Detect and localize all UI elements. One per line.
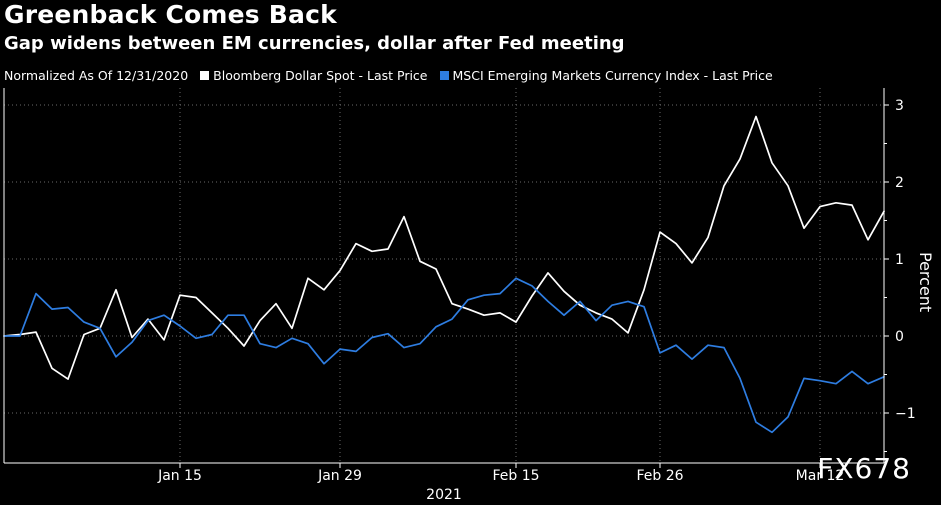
legend-label-dollar: Bloomberg Dollar Spot - Last Price: [213, 67, 428, 83]
series-line-em: [3, 277, 885, 434]
axes: [3, 88, 889, 468]
legend-swatch-dollar: [200, 70, 210, 80]
legend-item-em: MSCI Emerging Markets Currency Index - L…: [439, 67, 773, 83]
watermark: FX678: [817, 452, 911, 485]
x-year-label: 2021: [426, 487, 462, 503]
series-line-dollar: [3, 115, 885, 380]
x-tick-label: Mar 12: [796, 468, 845, 484]
series-lines: [3, 115, 885, 434]
x-tick-label: Feb 26: [636, 468, 683, 484]
legend-normalization-text: Normalized As Of 12/31/2020: [4, 67, 189, 83]
chart-subtitle: Gap widens between EM currencies, dollar…: [4, 33, 625, 54]
legend-item-dollar: Bloomberg Dollar Spot - Last Price: [200, 67, 428, 83]
legend: Normalized As Of 12/31/2020 Bloomberg Do…: [4, 66, 785, 84]
x-tick-label: Jan 29: [317, 468, 362, 484]
y-axis-label: Percent: [916, 252, 935, 312]
x-tick-label: Feb 15: [492, 468, 539, 484]
y-tick-label: −1: [895, 406, 916, 422]
y-tick-label: 3: [895, 98, 904, 114]
legend-swatch-em: [439, 70, 449, 80]
y-tick-label: 0: [895, 329, 904, 345]
axis-labels: −1 0 1 2 3 Percent Jan 15 Jan 29 Feb 15 Feb 26 Mar…: [157, 98, 935, 503]
legend-label-em: MSCI Emerging Markets Currency Index - L…: [452, 67, 773, 83]
y-tick-label: 2: [895, 175, 904, 191]
y-tick-label: 1: [895, 252, 904, 268]
x-tick-label: Jan 15: [157, 468, 202, 484]
legend-normalization-note: Normalized As Of 12/31/2020: [4, 68, 188, 83]
gridlines: [4, 88, 884, 463]
chart-title: Greenback Comes Back: [4, 0, 337, 29]
